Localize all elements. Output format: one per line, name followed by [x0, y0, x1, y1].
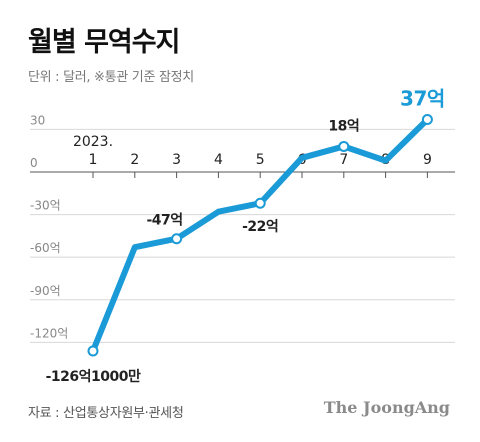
- x-tick-label: 3: [172, 152, 181, 168]
- x-tick-label: 7: [339, 152, 348, 168]
- x-tick-label: 5: [256, 152, 265, 168]
- data-point-marker: [87, 345, 99, 357]
- y-tick-label: -30억: [30, 199, 61, 213]
- data-point-marker: [421, 113, 433, 125]
- data-label: -126억1000만: [46, 369, 141, 385]
- data-point-marker: [254, 197, 266, 209]
- x-tick-label: 9: [423, 152, 432, 168]
- y-tick-label: -90억: [30, 284, 61, 298]
- data-label: 37억: [400, 86, 445, 110]
- data-label: 18억: [328, 118, 359, 134]
- data-point-marker: [338, 140, 350, 152]
- y-tick-label: -120억: [30, 326, 68, 340]
- y-tick-label: 30: [30, 113, 45, 127]
- x-tick-label: 1: [89, 152, 98, 168]
- data-label: -47억: [147, 213, 183, 229]
- y-tick-label: 0: [30, 156, 38, 170]
- brand-logo: The JoongAng: [323, 398, 450, 417]
- data-point-marker: [171, 233, 183, 245]
- unit-note: 단위 : 달러, ※통관 기준 잠정치: [28, 70, 194, 85]
- x-tick-label: 4: [214, 152, 223, 168]
- chart-title: 월별 무역수지: [28, 27, 180, 58]
- y-tick-label: -60억: [30, 241, 61, 255]
- source-note: 자료 : 산업통상자원부·관세청: [28, 406, 184, 421]
- x-tick-label: 2: [130, 152, 139, 168]
- data-label: -22억: [242, 219, 278, 235]
- year-label: 2023.: [73, 134, 113, 150]
